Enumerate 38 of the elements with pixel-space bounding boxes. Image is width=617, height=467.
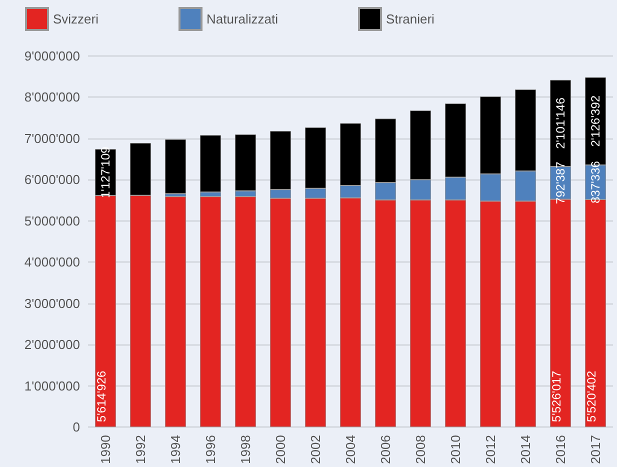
- data-label: 2'101'146: [554, 97, 568, 149]
- x-tick-label: 2012: [483, 435, 498, 464]
- x-tick-label: 1994: [168, 435, 183, 464]
- data-label: 5'526'017: [550, 370, 564, 422]
- x-tick-label: 2002: [308, 435, 323, 464]
- y-tick-label: 7'000'000: [24, 130, 80, 146]
- x-tick-label: 2008: [413, 435, 428, 464]
- x-tick-label: 1996: [203, 435, 218, 464]
- y-tick-label: 0: [72, 420, 80, 435]
- legend-label: Stranieri: [386, 12, 435, 26]
- y-tick-label: 2'000'000: [24, 337, 80, 352]
- data-label: 2'126'392: [588, 95, 602, 147]
- x-tick-label: 1992: [133, 435, 148, 464]
- bar: [200, 135, 221, 192]
- x-tick-label: 2004: [343, 435, 358, 464]
- x-tick-label: 2016: [553, 435, 568, 464]
- x-tick-label: 2000: [273, 435, 288, 464]
- x-tick-label: 2014: [518, 435, 533, 464]
- x-tick-label: 2010: [448, 435, 463, 464]
- y-tick-label: 3'000'000: [24, 296, 80, 311]
- y-tick-label: 8'000'000: [24, 90, 80, 105]
- x-tick-label: 2006: [378, 435, 393, 464]
- y-tick-label: 9'000'000: [24, 48, 80, 64]
- bar: [165, 139, 186, 194]
- data-label: 5'520'402: [584, 370, 598, 422]
- data-label: 792'387: [554, 161, 568, 204]
- x-tick-label: 2017: [588, 435, 603, 464]
- x-tick-label: 1998: [238, 435, 253, 464]
- y-tick-label: 6'000'000: [24, 172, 80, 188]
- data-label: 837'336: [588, 160, 602, 204]
- data-label: 5'614'926: [94, 370, 108, 422]
- x-tick-label: 1990: [98, 435, 113, 464]
- legend-label: Naturalizzati: [206, 12, 278, 26]
- y-tick-label: 4'000'000: [24, 254, 80, 270]
- legend-label: Svizzeri: [53, 12, 99, 26]
- bar: [165, 196, 186, 428]
- y-tick-label: 1'000'000: [24, 378, 80, 394]
- y-tick-label: 5'000'000: [24, 213, 80, 228]
